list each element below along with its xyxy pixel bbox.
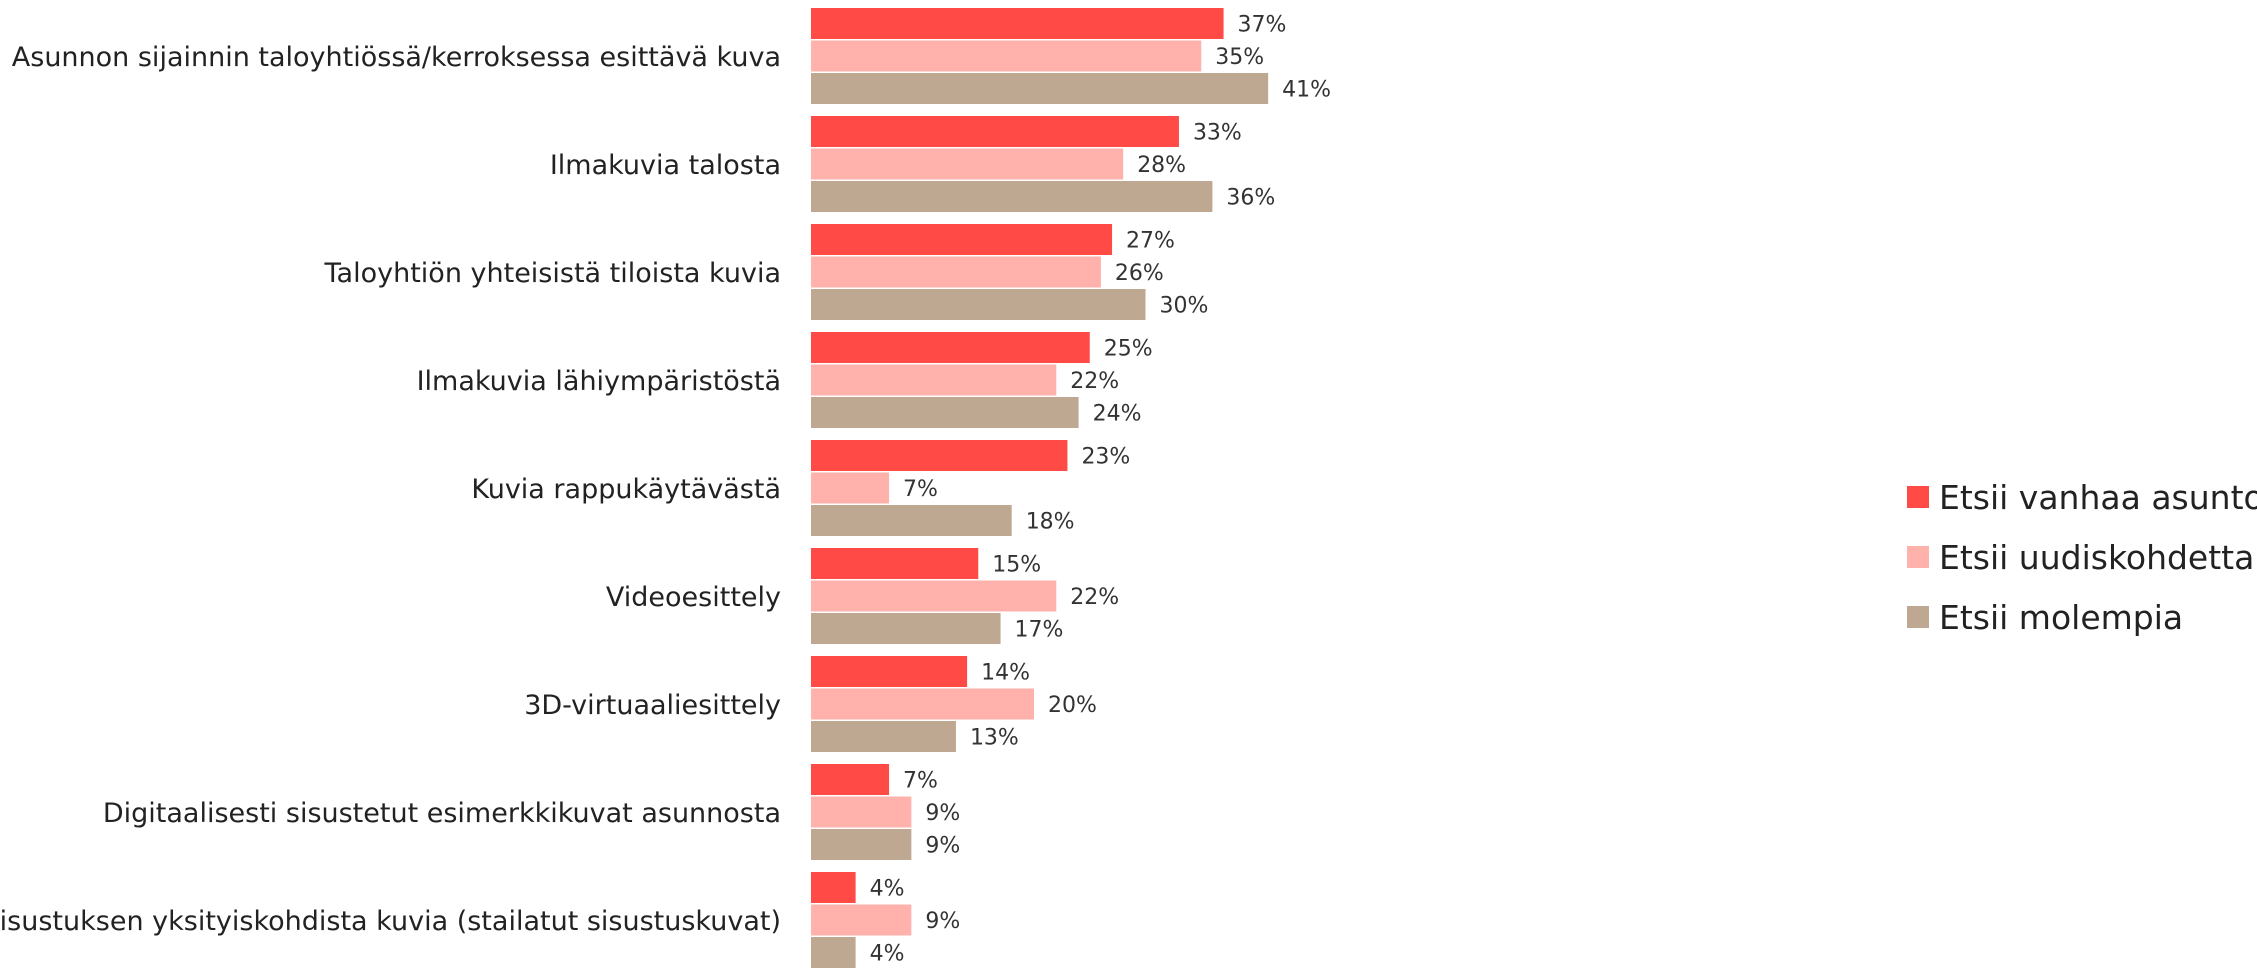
bar-series-2 — [811, 364, 1057, 396]
bar-series-3 — [811, 505, 1012, 536]
category-label: Sisustuksen yksityiskohdista kuvia (stai… — [0, 906, 781, 937]
legend-label: Etsii molempia — [1939, 598, 2183, 637]
bar-series-1 — [811, 656, 968, 687]
data-label: 4% — [870, 877, 905, 902]
category-label: Asunnon sijainnin taloyhtiössä/kerrokses… — [12, 42, 781, 73]
bar-series-1 — [811, 332, 1090, 363]
bar-series-1 — [811, 440, 1068, 471]
bar-series-3 — [811, 937, 856, 968]
data-label: 17% — [1015, 618, 1064, 643]
data-label: 27% — [1126, 229, 1175, 254]
bar-series-2 — [811, 688, 1034, 720]
bar-series-2 — [811, 472, 890, 504]
data-label: 36% — [1226, 186, 1275, 211]
data-label: 9% — [925, 834, 960, 859]
data-label: 28% — [1137, 153, 1186, 178]
data-label: 7% — [903, 477, 938, 502]
bar-series-3 — [811, 397, 1079, 428]
data-label: 37% — [1238, 13, 1287, 38]
bar-series-1 — [811, 8, 1224, 39]
category-label: Ilmakuvia talosta — [550, 150, 781, 181]
bar-series-2 — [811, 256, 1101, 288]
bar-series-1 — [811, 872, 856, 903]
data-label: 22% — [1070, 585, 1119, 610]
bar-series-1 — [811, 548, 979, 579]
data-label: 35% — [1215, 45, 1264, 70]
bar-series-2 — [811, 580, 1057, 612]
legend: Etsii vanhaa asuntoa Etsii uudiskohdetta E… — [1907, 478, 2257, 637]
legend-swatch — [1907, 486, 1929, 508]
data-label: 4% — [870, 942, 905, 967]
legend-swatch — [1907, 606, 1929, 628]
data-label: 7% — [903, 769, 938, 794]
data-label: 22% — [1070, 369, 1119, 394]
data-label: 13% — [970, 726, 1019, 751]
data-label: 18% — [1026, 510, 1075, 535]
bar-series-2 — [811, 40, 1202, 72]
bar-series-2 — [811, 796, 912, 828]
data-label: 14% — [981, 661, 1030, 686]
category-label: Digitaalisesti sisustetut esimerkkikuvat… — [103, 798, 781, 829]
legend-swatch — [1907, 546, 1929, 568]
bar-series-3 — [811, 73, 1269, 104]
data-label: 24% — [1093, 402, 1142, 427]
bar-series-2 — [811, 148, 1124, 180]
bar-series-1 — [811, 764, 890, 795]
bar-series-3 — [811, 289, 1146, 320]
data-label: 23% — [1081, 445, 1130, 470]
data-label: 25% — [1104, 337, 1153, 362]
bar-series-3 — [811, 721, 956, 752]
category-label: Videoesittely — [606, 582, 781, 613]
bar-series-3 — [811, 829, 912, 860]
data-label: 41% — [1282, 78, 1331, 103]
legend-label: Etsii vanhaa asuntoa — [1939, 478, 2257, 517]
data-label: 20% — [1048, 693, 1097, 718]
category-label: Kuvia rappukäytävästä — [471, 474, 781, 505]
category-label: Taloyhtiön yhteisistä tiloista kuvia — [324, 258, 781, 289]
category-label: 3D-virtuaaliesittely — [524, 690, 781, 721]
bar-series-2 — [811, 904, 912, 936]
data-label: 9% — [925, 909, 960, 934]
bar-series-1 — [811, 116, 1179, 147]
data-label: 9% — [925, 801, 960, 826]
data-label: 15% — [992, 553, 1041, 578]
category-label: Ilmakuvia lähiympäristöstä — [417, 366, 781, 397]
bars-layer — [811, 8, 1269, 968]
labels-layer: Asunnon sijainnin taloyhtiössä/kerrokses… — [0, 13, 1331, 967]
bar-series-3 — [811, 613, 1001, 644]
legend-label: Etsii uudiskohdetta — [1939, 538, 2254, 577]
data-label: 26% — [1115, 261, 1164, 286]
data-label: 30% — [1160, 294, 1209, 319]
data-label: 33% — [1193, 121, 1242, 146]
bar-series-1 — [811, 224, 1113, 255]
bar-series-3 — [811, 181, 1213, 212]
